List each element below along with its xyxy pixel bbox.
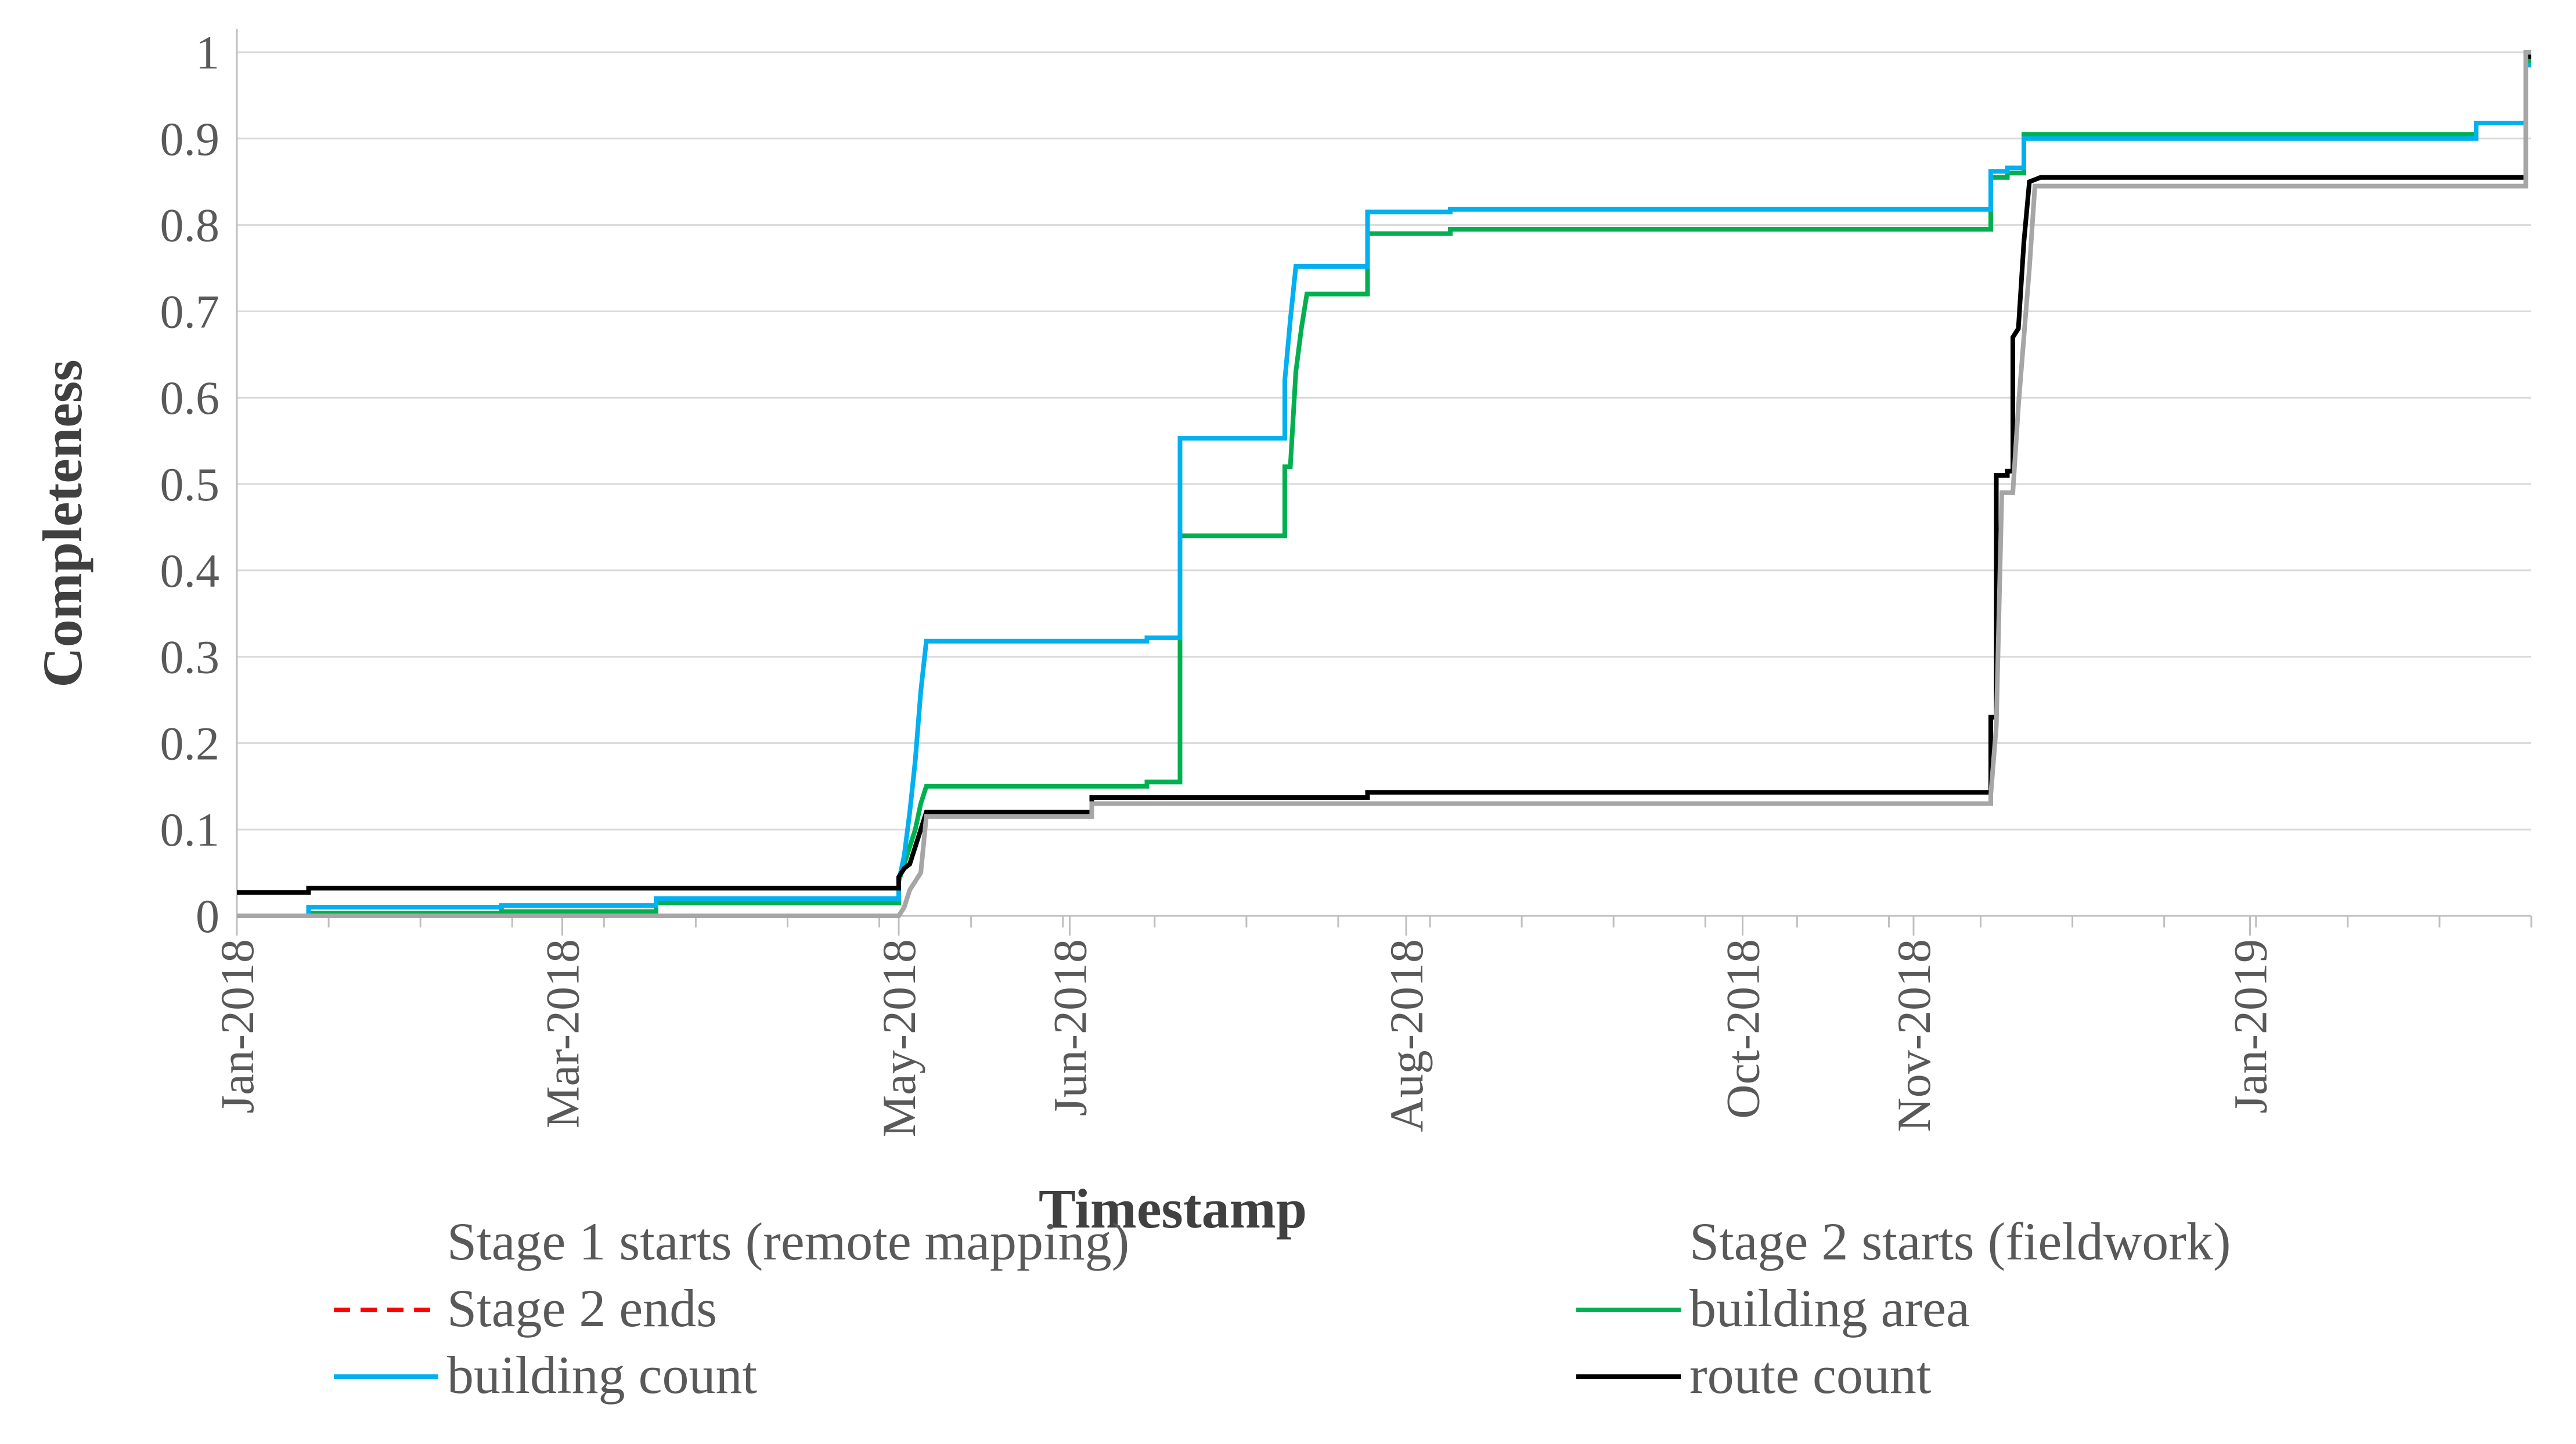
x-tick-label: Mar-2018 (536, 939, 589, 1128)
x-tick-label: May-2018 (873, 939, 925, 1138)
legend-label-5: route count (1689, 1345, 1932, 1405)
y-tick-label: 0.2 (160, 717, 220, 770)
y-tick-label: 0.6 (160, 371, 220, 424)
series-line-4 (237, 63, 2531, 918)
y-tick-label: 0.5 (160, 458, 220, 511)
series-line-3 (237, 58, 2531, 918)
gridlines (237, 51, 2531, 831)
legend: Stage 1 starts (remote mapping) Stage 2 s… (334, 1212, 2231, 1405)
y-tick-label: 0 (196, 890, 219, 943)
legend-label-0: Stage 1 starts (remote mapping) (447, 1212, 1129, 1271)
legend-label-3: building area (1689, 1279, 1970, 1338)
y-tick-label: 0.4 (160, 544, 220, 597)
series-line-6 (237, 50, 2531, 918)
y-tick-label: 0.7 (160, 285, 220, 338)
x-tick-label: Nov-2018 (1887, 939, 1940, 1132)
x-tick-label: Jan-2019 (2224, 939, 2277, 1114)
x-tick-label: Oct-2018 (1717, 939, 1770, 1119)
legend-label-2: Stage 2 ends (447, 1279, 717, 1338)
series-line-5 (237, 54, 2531, 895)
series-layer (237, 50, 2531, 918)
x-tick-label: Aug-2018 (1380, 939, 1433, 1132)
y-tick-label: 0.3 (160, 631, 220, 684)
x-tick-label: Jan-2018 (211, 939, 264, 1114)
x-tick-label: Jun-2018 (1044, 939, 1097, 1116)
x-axis-title: Timestamp (1039, 1178, 1307, 1240)
y-tick-label: 0.1 (160, 803, 220, 856)
x-axis: Jan-2018 Mar-2018 May-2018 Jun-2018 Aug-2018… (211, 915, 2532, 1138)
legend-label-4: building count (447, 1345, 758, 1405)
y-tick-label: 0.9 (160, 113, 220, 165)
y-tick-label: 0.8 (160, 199, 220, 252)
y-axis-title: Completeness (31, 359, 93, 687)
y-tick-label: 1 (196, 26, 219, 79)
legend-label-1: Stage 2 starts (fieldwork) (1689, 1212, 2231, 1271)
y-axis: 0 0.1 0.2 0.3 0.4 0.5 0.6 0.7 0.8 0.9 1 (160, 26, 238, 943)
